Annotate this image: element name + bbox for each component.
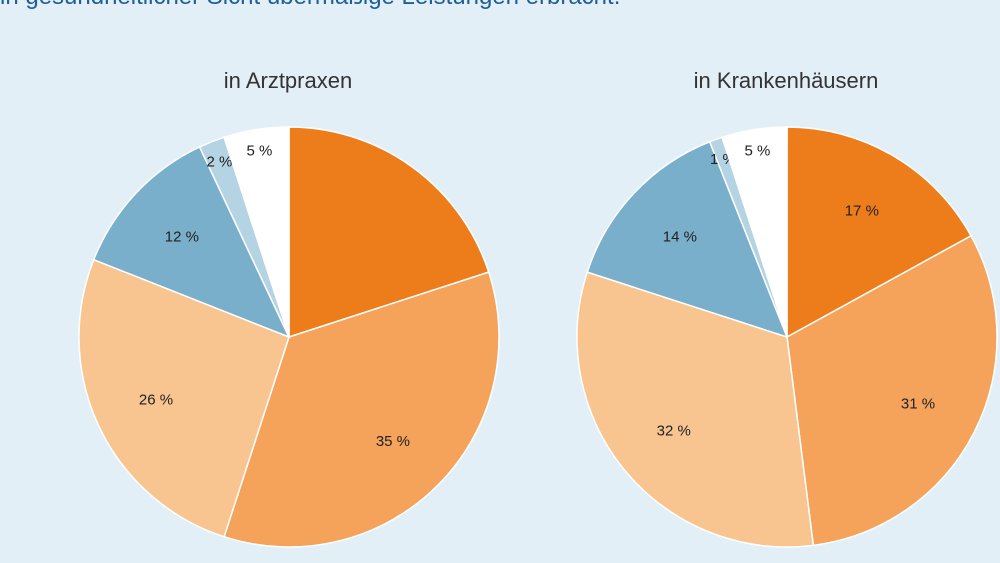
pie-slice-arztpraxen-2	[78, 258, 290, 538]
slice-label-arztpraxen-2: 26 %	[139, 392, 173, 409]
pie-slice-krankenhaeuser-3	[586, 140, 789, 339]
slice-label-arztpraxen-3: 12 %	[165, 228, 199, 245]
header-text: in gesundheitlicher Sicht übermäßige Lei…	[0, 0, 620, 11]
slice-label-krankenhaeuser-0: 17 %	[845, 202, 879, 219]
pie-slice-krankenhaeuser-2	[576, 271, 815, 548]
slice-label-krankenhaeuser-3: 14 %	[663, 228, 697, 245]
pie-slice-krankenhaeuser-0	[786, 126, 973, 339]
pie-arztpraxen: 35 % 26 % 12 % 2 % 5 %	[78, 126, 500, 548]
pie-slice-arztpraxen-3	[92, 145, 291, 339]
slice-label-arztpraxen-1: 35 %	[376, 433, 410, 450]
chart-title-arztpraxen: in Arztpraxen	[223, 68, 353, 93]
pie-slice-arztpraxen-5	[223, 126, 290, 338]
slice-label-krankenhaeuser-5: 5 %	[745, 142, 771, 159]
slice-label-arztpraxen-5: 5 %	[247, 142, 273, 159]
slice-label-krankenhaeuser-2: 32 %	[657, 423, 691, 440]
slice-label-krankenhaeuser-1: 31 %	[901, 396, 935, 413]
slice-label-arztpraxen-4: 2 %	[206, 153, 232, 170]
chart-title-krankenhaeuser: in Krankenhäusern	[693, 68, 879, 93]
pie-slice-krankenhaeuser-1	[786, 234, 998, 547]
pie-slice-arztpraxen-1	[223, 271, 500, 548]
pie-slice-arztpraxen-0	[288, 126, 490, 339]
pie-slice-krankenhaeuser-5	[721, 126, 788, 338]
pie-krankenhaeuser: 17 %31 %32 %14 %1 %5 %	[576, 126, 998, 548]
